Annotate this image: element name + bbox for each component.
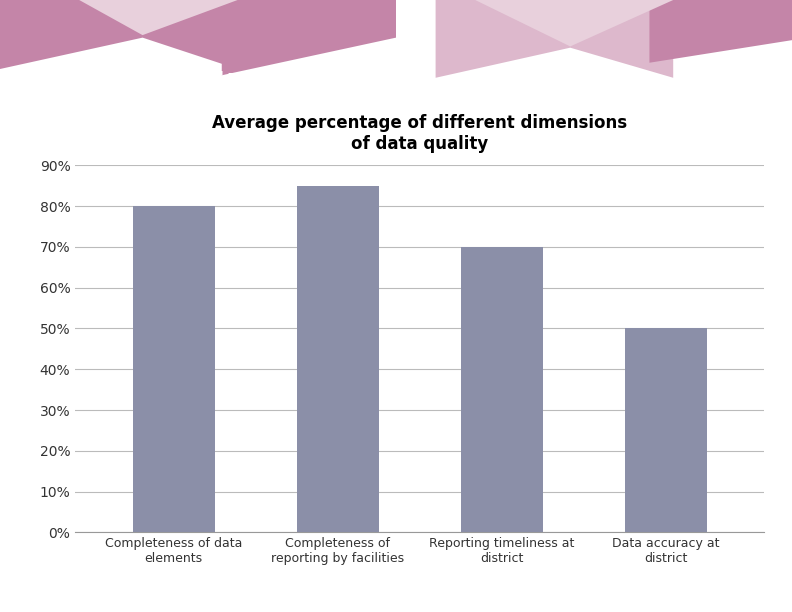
Text: Data quality analysis: Data quality analysis [32,72,428,104]
Polygon shape [649,0,792,63]
Title: Average percentage of different dimensions
of data quality: Average percentage of different dimensio… [212,114,627,152]
Polygon shape [436,0,673,78]
Bar [133,206,215,532]
Polygon shape [222,0,396,75]
Bar [625,329,707,532]
Bar [461,247,543,532]
Polygon shape [79,0,238,35]
Polygon shape [475,0,673,47]
Bar [297,185,379,532]
Polygon shape [0,0,238,69]
